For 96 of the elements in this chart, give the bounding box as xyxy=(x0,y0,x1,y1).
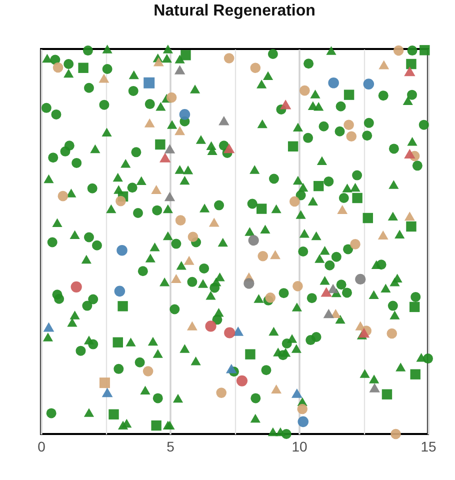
point xyxy=(180,50,191,60)
point xyxy=(350,239,360,250)
point xyxy=(250,62,261,74)
x-tick-label: 5 xyxy=(166,438,175,454)
x-tick-label: 0 xyxy=(38,438,46,454)
point xyxy=(320,287,332,297)
point xyxy=(58,190,68,202)
point xyxy=(337,205,348,214)
point xyxy=(236,375,248,386)
point xyxy=(70,281,82,292)
point xyxy=(248,235,259,246)
point xyxy=(406,221,416,232)
point xyxy=(358,328,370,338)
point xyxy=(289,196,300,207)
point xyxy=(153,57,164,66)
point xyxy=(245,349,256,360)
point xyxy=(164,144,176,154)
point xyxy=(170,274,182,283)
point xyxy=(328,284,338,294)
point xyxy=(151,185,162,194)
point xyxy=(258,250,268,262)
point xyxy=(144,77,155,88)
point xyxy=(393,45,404,56)
point xyxy=(328,77,339,88)
x-tick-label: 15 xyxy=(420,438,436,454)
point xyxy=(164,192,176,202)
point xyxy=(271,384,282,394)
point xyxy=(216,388,226,398)
point xyxy=(114,286,126,297)
point xyxy=(420,45,430,56)
point xyxy=(160,152,171,162)
point xyxy=(314,180,324,192)
point xyxy=(280,100,292,110)
point xyxy=(300,85,310,96)
point xyxy=(179,109,190,120)
point xyxy=(218,116,230,126)
point xyxy=(112,337,123,348)
point xyxy=(174,126,186,136)
point xyxy=(174,65,186,74)
point xyxy=(244,278,254,289)
point xyxy=(346,131,357,142)
point xyxy=(208,218,220,227)
point xyxy=(151,420,162,431)
point xyxy=(223,143,235,154)
point xyxy=(175,215,186,226)
point xyxy=(142,366,154,376)
point xyxy=(78,62,88,73)
point xyxy=(404,212,415,221)
point xyxy=(116,244,128,256)
point xyxy=(409,302,420,312)
point xyxy=(224,53,234,64)
point xyxy=(362,212,373,224)
point xyxy=(256,204,267,214)
point xyxy=(205,320,216,332)
point xyxy=(323,308,334,318)
point xyxy=(116,196,126,206)
point xyxy=(102,388,113,398)
point xyxy=(406,58,416,70)
point xyxy=(166,92,177,103)
point xyxy=(291,388,302,398)
point xyxy=(232,326,244,336)
point xyxy=(270,250,280,260)
point xyxy=(390,428,401,440)
point xyxy=(292,281,303,292)
point xyxy=(186,321,198,330)
point xyxy=(52,62,64,73)
point xyxy=(144,118,155,128)
point xyxy=(386,328,398,339)
point xyxy=(265,292,276,303)
point xyxy=(363,78,374,90)
point xyxy=(184,256,194,265)
point xyxy=(355,274,366,285)
point xyxy=(224,327,236,338)
point xyxy=(404,148,416,159)
point xyxy=(410,369,420,380)
point xyxy=(226,364,237,374)
point xyxy=(369,383,380,392)
point xyxy=(378,230,388,240)
point xyxy=(352,192,362,204)
point xyxy=(43,322,54,332)
point xyxy=(155,139,166,150)
point xyxy=(404,66,416,76)
point xyxy=(288,141,298,152)
point xyxy=(297,404,308,414)
x-tick-label: 10 xyxy=(292,438,308,454)
point xyxy=(344,90,354,100)
point xyxy=(118,301,128,312)
point xyxy=(298,416,309,428)
point xyxy=(344,120,354,130)
point xyxy=(99,378,110,388)
point xyxy=(188,232,198,242)
point xyxy=(98,74,110,83)
point xyxy=(382,389,392,400)
point xyxy=(108,409,119,420)
point xyxy=(378,60,390,70)
chart-title: Natural Regeneration xyxy=(154,2,316,20)
